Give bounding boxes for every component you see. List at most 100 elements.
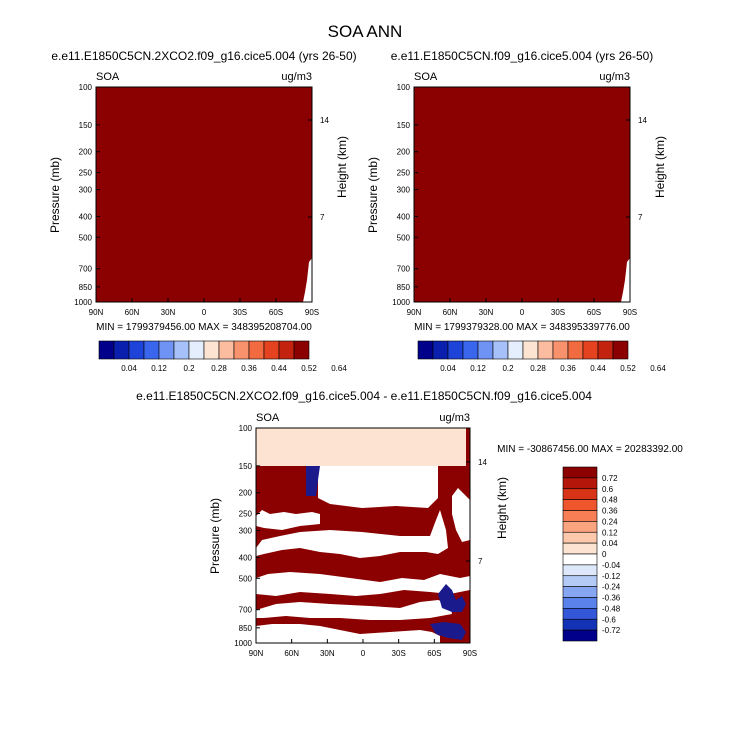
colorbar-label: 0.52	[620, 364, 636, 373]
panel-diff-axis-ticks: 90N 60N 30N 0 30S 60S 90S 100 150 200 250 300 400 500…	[234, 424, 487, 658]
figure-title: SOA ANN	[328, 22, 403, 41]
colorbar-swatch	[567, 340, 584, 360]
y-tick-label: 200	[79, 148, 93, 157]
colorbar-label: 0.28	[211, 364, 227, 373]
colorbar-label: 0.36	[241, 364, 257, 373]
panel-right: e.e11.E1850C5CN.f09_g16.cice5.004 (yrs 2…	[366, 49, 667, 373]
colorbar-swatch	[562, 564, 598, 577]
panel-left-y2label: Height (km)	[335, 136, 349, 198]
colorbar-label: 0.12	[470, 364, 486, 373]
diff-zero-region-mid	[256, 510, 448, 558]
colorbar-swatch	[477, 340, 494, 360]
panel-diff-title: e.e11.E1850C5CN.2XCO2.f09_g16.cice5.004 …	[136, 389, 592, 403]
y-tick-label: 100	[239, 424, 253, 433]
x-tick-label: 60N	[284, 649, 299, 658]
y-tick-label: 700	[239, 606, 253, 615]
colorbar-swatch	[562, 575, 598, 587]
colorbar-label: 0.6	[602, 485, 614, 494]
colorbar-label: 0.36	[560, 364, 576, 373]
x-tick-label: 0	[361, 649, 366, 658]
colorbar-label: 0.44	[271, 364, 287, 373]
colorbar-label: 0.64	[331, 364, 347, 373]
colorbar-label: 0.04	[121, 364, 137, 373]
panel-diff-units: ug/m3	[439, 412, 470, 424]
panel-right-stats: MIN = 1799379328.00 MAX = 348395339776.0…	[414, 322, 630, 333]
colorbar-label: 0.04	[602, 539, 618, 548]
y-tick-label: 150	[397, 121, 411, 130]
x-tick-label: 30S	[392, 649, 406, 658]
panel-right-units: ug/m3	[599, 71, 630, 83]
panel-right-variable: SOA	[414, 71, 438, 83]
panel-diff-stats: MIN = -30867456.00 MAX = 20283392.00	[497, 444, 683, 455]
panel-diff-field	[256, 428, 470, 643]
colorbar-label: 0.64	[650, 364, 666, 373]
panel-right-axis-ticks: 90N 60N 30N 0 30S 60S 90S 100 150 200 250 300 400 500…	[392, 83, 647, 317]
colorbar-swatch	[562, 597, 598, 609]
x-tick-label: 90S	[305, 308, 319, 317]
panel-right-ylabel: Pressure (mb)	[366, 157, 380, 233]
y2-tick-label: 7	[478, 557, 483, 566]
colorbar-swatch	[562, 586, 598, 598]
y-tick-label: 700	[397, 265, 411, 274]
y-tick-label: 850	[397, 283, 411, 292]
colorbar-swatch	[447, 340, 464, 360]
panel-left-title: e.e11.E1850C5CN.2XCO2.f09_g16.cice5.004 …	[51, 49, 356, 63]
colorbar-label: 0.52	[301, 364, 317, 373]
x-tick-label: 30S	[233, 308, 247, 317]
y-tick-label: 250	[79, 169, 93, 178]
colorbar-swatch	[562, 510, 598, 522]
y-tick-label: 200	[397, 148, 411, 157]
y2-tick-label: 14	[320, 116, 329, 125]
colorbar-swatch	[537, 340, 554, 360]
colorbar-swatch	[522, 340, 539, 360]
x-tick-label: 90S	[463, 649, 477, 658]
x-tick-label: 30N	[320, 649, 335, 658]
x-tick-label: 90N	[249, 649, 264, 658]
y2-tick-label: 14	[638, 116, 647, 125]
y-tick-label: 500	[397, 233, 411, 242]
panel-left-field-fill	[96, 87, 312, 302]
y-tick-label: 150	[239, 462, 253, 471]
x-tick-label: 0	[202, 308, 207, 317]
diff-negative-region-south-surface	[430, 622, 466, 640]
y-tick-label: 1000	[74, 298, 92, 307]
colorbar-label: 0.04	[440, 364, 456, 373]
y-tick-label: 1000	[234, 639, 252, 648]
colorbar-swatch	[562, 499, 598, 511]
colorbar-label: -0.24	[602, 583, 621, 592]
panel-diff-y2label: Height (km)	[495, 477, 509, 539]
y-tick-label: 700	[79, 265, 93, 274]
colorbar-label: -0.36	[602, 594, 621, 603]
colorbar-swatch	[128, 340, 145, 360]
y-tick-label: 200	[239, 489, 253, 498]
colorbar-label: -0.48	[602, 604, 621, 613]
colorbar-swatch	[158, 340, 175, 360]
panel-left-field	[96, 87, 312, 302]
y-tick-label: 250	[397, 169, 411, 178]
panel-left-units: ug/m3	[281, 71, 312, 83]
x-tick-label: 60N	[125, 308, 140, 317]
panel-right-colorbar: 0.04 0.12 0.2 0.28 0.36 0.44 0.52 0.64	[417, 340, 666, 373]
y-tick-label: 400	[397, 212, 411, 221]
colorbar-swatch	[173, 340, 190, 360]
colorbar-label: 0.2	[183, 364, 195, 373]
colorbar-swatch	[113, 340, 130, 360]
y-tick-label: 1000	[392, 298, 410, 307]
colorbar-label: 0.44	[590, 364, 606, 373]
panel-right-field	[414, 87, 630, 302]
diff-upper-stratosphere-band	[256, 428, 470, 466]
colorbar-swatch	[562, 477, 598, 490]
y-tick-label: 400	[79, 212, 93, 221]
colorbar-swatch	[248, 340, 265, 360]
colorbar-label: 0.28	[530, 364, 546, 373]
colorbar-swatch	[432, 340, 449, 360]
x-tick-label: 30N	[161, 308, 176, 317]
colorbar-label: 0.48	[602, 496, 618, 505]
colorbar-swatch	[612, 340, 629, 360]
panel-left-ylabel: Pressure (mb)	[48, 157, 62, 233]
diff-polar-edge	[466, 428, 470, 466]
colorbar-swatch	[492, 340, 509, 360]
colorbar-swatch	[293, 340, 310, 360]
y-tick-label: 100	[397, 83, 411, 92]
